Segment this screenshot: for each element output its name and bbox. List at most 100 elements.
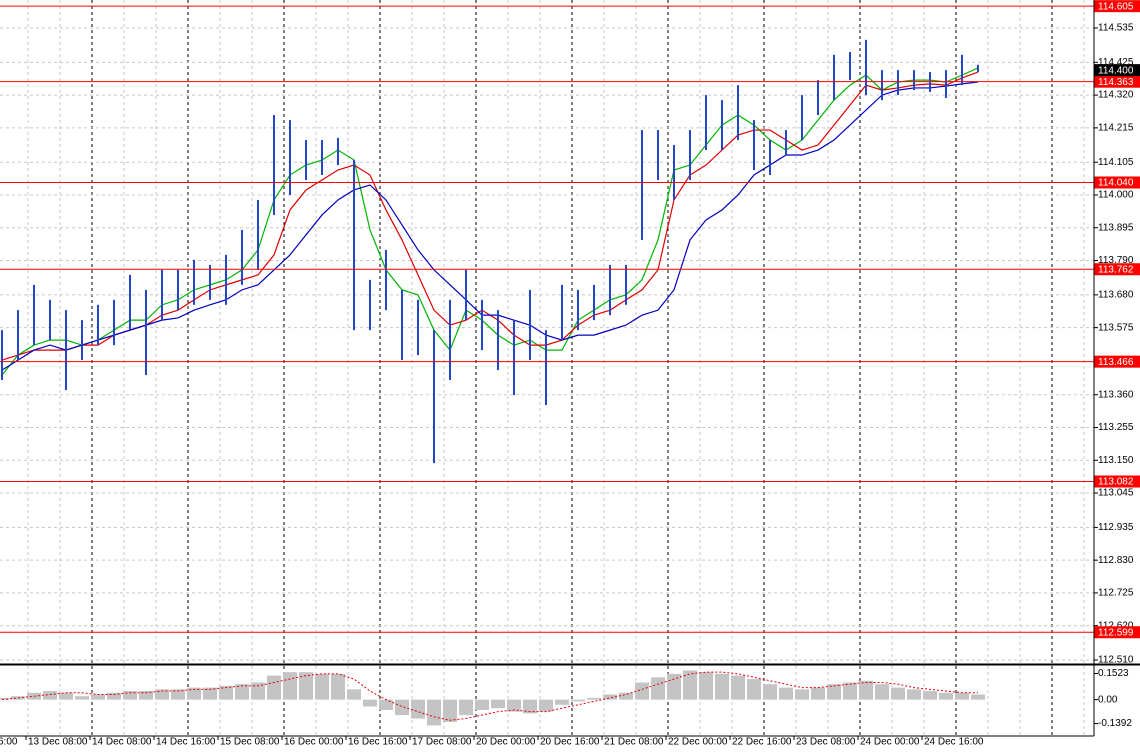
moving-average (1, 67, 979, 376)
moving-average (1, 81, 979, 371)
level-label: 114.605 (1098, 1, 1134, 12)
histogram-bar (603, 694, 617, 700)
histogram-bar (315, 673, 329, 700)
histogram-bar (203, 687, 217, 700)
y-tick-label: 114.105 (1098, 157, 1134, 168)
histogram-bar (59, 692, 73, 700)
histogram-bar (283, 672, 297, 700)
x-tick-label: 21 Dec 08:00 (604, 737, 664, 748)
level-tag (1094, 626, 1140, 639)
level-tag (1094, 0, 1140, 13)
histogram-bar (635, 682, 649, 700)
y-tick-label: 112.620 (1098, 620, 1134, 631)
histogram-bar (251, 682, 265, 700)
histogram-bar (219, 685, 233, 700)
y-tick-label: 112.830 (1098, 555, 1134, 566)
level-label: 113.082 (1098, 477, 1134, 488)
y-tick-label: 113.360 (1098, 389, 1134, 400)
y-tick-label: 112.935 (1098, 522, 1134, 533)
x-tick-label: 23 Dec 08:00 (796, 737, 856, 748)
histogram-bar (267, 675, 281, 700)
histogram-bar (507, 699, 521, 712)
y-tick-label: 113.895 (1098, 222, 1134, 233)
level-label: 114.363 (1098, 77, 1134, 88)
histogram-bar (651, 677, 665, 700)
y-tick-label: 112.725 (1098, 588, 1134, 599)
histogram-bar (75, 696, 89, 700)
histogram-bar (555, 699, 569, 705)
x-tick-label: 24 Dec 00:00 (860, 737, 920, 748)
histogram-bar (843, 682, 857, 700)
histogram-bar (923, 691, 937, 700)
histogram-bar (395, 699, 409, 716)
histogram-bar (587, 697, 601, 700)
y-tick-label: 0.1523 (1098, 668, 1129, 679)
histogram-bar (683, 670, 697, 700)
x-tick-label: 17 Dec 08:00 (412, 737, 472, 748)
level-tag (1094, 355, 1140, 368)
x-tick-label: 20 Dec 16:00 (540, 737, 600, 748)
histogram-bar (299, 672, 313, 700)
x-tick-label: 6:00 (0, 737, 18, 748)
histogram-bar (459, 699, 473, 716)
histogram-bar (779, 687, 793, 700)
y-tick-label: 114.320 (1098, 90, 1134, 101)
x-tick-label: 22 Dec 00:00 (668, 737, 728, 748)
y-tick-label: 114.425 (1098, 57, 1134, 68)
y-tick-label: 114.215 (1098, 123, 1134, 134)
histogram-bar (363, 699, 377, 707)
histogram-bar (379, 699, 393, 710)
histogram-bar (347, 689, 361, 700)
histogram-bar (667, 673, 681, 700)
x-tick-label: 15 Dec 08:00 (220, 737, 280, 748)
histogram-bar (539, 699, 553, 712)
level-tag (1094, 176, 1140, 189)
histogram-bar (0, 697, 9, 700)
histogram-bar (699, 672, 713, 700)
y-tick-label: -0.1392 (1098, 718, 1132, 729)
level-label: 114.040 (1098, 178, 1134, 189)
histogram-bar (891, 687, 905, 700)
level-tag (1094, 263, 1140, 276)
x-tick-label: 24 Dec 16:00 (924, 737, 984, 748)
last-price-tag (1094, 64, 1140, 77)
x-tick-label: 14 Dec 08:00 (92, 737, 152, 748)
histogram-bar (907, 689, 921, 700)
histogram-bar (331, 673, 345, 700)
histogram-bar (955, 692, 969, 700)
last-price-label: 114.400 (1098, 65, 1134, 76)
y-tick-label: 113.255 (1098, 422, 1134, 433)
x-tick-label: 16 Dec 16:00 (348, 737, 408, 748)
level-label: 113.762 (1098, 264, 1134, 275)
histogram-bar (523, 699, 537, 714)
histogram-bar (491, 699, 505, 709)
histogram-bar (411, 699, 425, 719)
x-tick-label: 20 Dec 00:00 (476, 737, 536, 748)
histogram-bar (91, 694, 105, 700)
histogram-bar (155, 689, 169, 700)
histogram-bar (715, 673, 729, 700)
level-label: 112.599 (1098, 627, 1134, 638)
level-label: 113.466 (1098, 357, 1134, 368)
y-tick-label: 113.045 (1098, 488, 1134, 499)
histogram-bar (811, 687, 825, 700)
y-tick-label: 113.680 (1098, 289, 1134, 300)
x-tick-label: 14 Dec 16:00 (156, 737, 216, 748)
histogram-bar (443, 699, 457, 722)
histogram-bar (763, 684, 777, 700)
y-tick-label: 0.00 (1098, 694, 1118, 705)
histogram-bar (427, 699, 441, 726)
y-tick-label: 113.575 (1098, 322, 1134, 333)
histogram-bar (827, 684, 841, 700)
y-tick-label: 113.790 (1098, 255, 1134, 266)
histogram-bar (571, 699, 585, 702)
histogram-bar (971, 694, 985, 700)
histogram-bar (859, 680, 873, 700)
y-tick-label: 114.535 (1098, 23, 1134, 34)
y-tick-label: 113.150 (1098, 455, 1134, 466)
histogram-bar (731, 675, 745, 700)
x-tick-label: 13 Dec 08:00 (28, 737, 88, 748)
